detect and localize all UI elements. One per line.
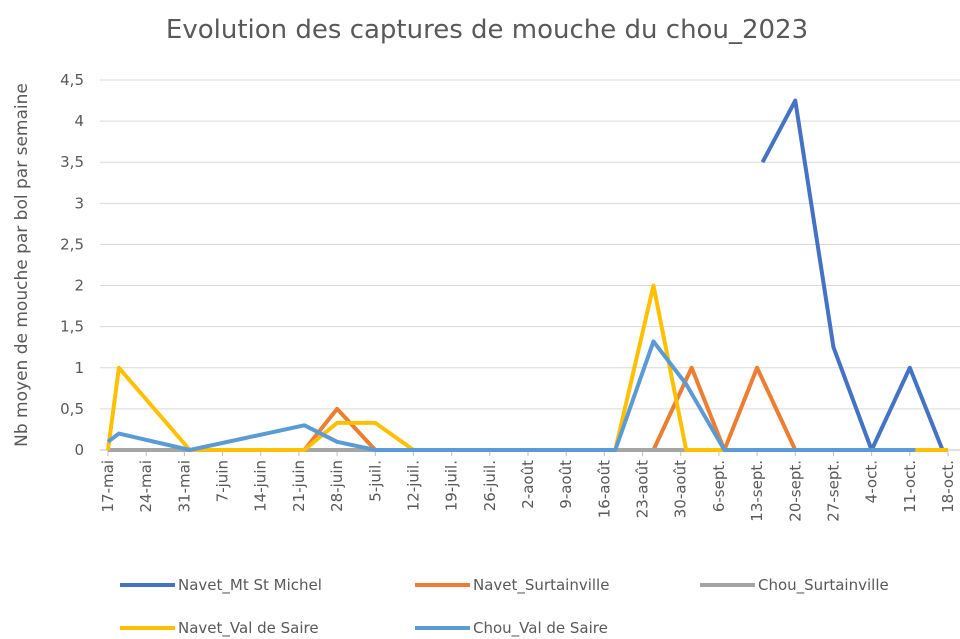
x-tick-label: 17-mai xyxy=(99,460,117,512)
x-tick-label: 20-sept. xyxy=(786,460,804,522)
x-tick-label: 11-oct. xyxy=(901,460,919,513)
x-tick-label: 31-mai xyxy=(175,460,193,512)
y-tick-label: 1,5 xyxy=(60,318,84,336)
x-tick-label: 5-juil. xyxy=(366,460,384,502)
x-tick-label: 13-sept. xyxy=(748,460,766,522)
x-tick-label: 27-sept. xyxy=(824,460,842,522)
y-tick-label: 1 xyxy=(74,359,84,377)
series-line xyxy=(106,339,916,452)
x-tick-label: 24-mai xyxy=(137,460,155,512)
y-tick-label: 2,5 xyxy=(60,235,84,253)
y-tick-label: 0 xyxy=(74,441,84,459)
y-tick-label: 4 xyxy=(74,112,84,130)
y-tick-label: 3 xyxy=(74,194,84,212)
legend-label: Navet_Mt St Michel xyxy=(178,576,322,595)
y-tick-label: 3,5 xyxy=(60,153,84,171)
x-tick-label: 6-sept. xyxy=(710,460,728,512)
x-tick-label: 19-juil. xyxy=(443,460,461,511)
y-tick-label: 2 xyxy=(74,277,84,295)
series-line xyxy=(760,98,945,452)
legend-label: Navet_Surtainville xyxy=(473,576,609,595)
x-tick-label: 26-juil. xyxy=(481,460,499,511)
y-tick-label: 0,5 xyxy=(60,400,84,418)
x-tick-label: 12-juil. xyxy=(404,460,422,511)
chart-title: Evolution des captures de mouche du chou… xyxy=(166,15,808,45)
x-tick-label: 2-août xyxy=(519,460,537,509)
x-tick-label: 7-juin xyxy=(214,460,232,502)
x-tick-label: 18-oct. xyxy=(939,460,957,513)
x-tick-label: 14-juin xyxy=(252,460,270,512)
x-tick-label: 30-août xyxy=(672,460,690,518)
y-tick-label: 4,5 xyxy=(60,71,84,89)
x-tick-label: 28-juin xyxy=(328,460,346,512)
legend-label: Navet_Val de Saire xyxy=(178,619,319,638)
x-tick-label: 23-août xyxy=(634,460,652,518)
x-tick-label: 16-août xyxy=(595,460,613,518)
y-axis-label: Nb moyen de mouche par bol par semaine xyxy=(12,83,32,447)
x-tick-label: 4-oct. xyxy=(863,460,881,503)
legend-label: Chou_Surtainville xyxy=(758,576,889,595)
x-tick-label: 9-août xyxy=(557,460,575,509)
legend-label: Chou_Val de Saire xyxy=(473,619,608,638)
x-tick-label: 21-juin xyxy=(290,460,308,512)
